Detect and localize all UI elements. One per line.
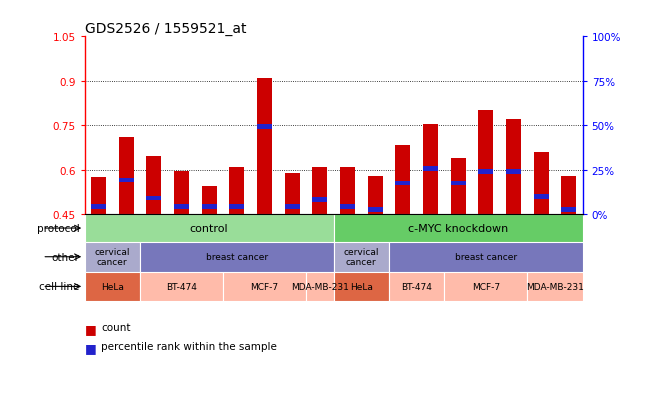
Text: cell line: cell line	[39, 282, 79, 292]
Bar	[85, 215, 333, 242]
Bar	[450, 159, 465, 215]
Bar	[333, 215, 583, 242]
Bar	[561, 176, 576, 215]
Text: count: count	[101, 322, 130, 332]
Text: ■: ■	[85, 341, 96, 354]
Bar	[333, 272, 389, 301]
Text: cervical
cancer: cervical cancer	[344, 247, 379, 267]
Bar	[229, 205, 244, 210]
Bar	[478, 169, 493, 174]
Bar	[312, 197, 327, 202]
Bar	[202, 205, 217, 210]
Bar	[340, 205, 355, 210]
Bar	[423, 166, 438, 171]
Bar	[118, 138, 133, 215]
Text: BT-474: BT-474	[401, 282, 432, 291]
Text: ■: ■	[85, 322, 96, 335]
Bar	[229, 167, 244, 215]
Bar	[306, 272, 333, 301]
Text: protocol: protocol	[37, 223, 79, 233]
Bar	[389, 272, 444, 301]
Bar	[85, 242, 140, 272]
Text: percentile rank within the sample: percentile rank within the sample	[101, 341, 277, 351]
Text: MDA-MB-231: MDA-MB-231	[291, 282, 349, 291]
Bar	[395, 181, 410, 186]
Bar	[202, 187, 217, 215]
Bar	[368, 176, 383, 215]
Bar	[506, 169, 521, 174]
Bar	[91, 178, 106, 215]
Text: GDS2526 / 1559521_at: GDS2526 / 1559521_at	[85, 22, 246, 36]
Bar	[534, 195, 549, 199]
Bar	[444, 272, 527, 301]
Text: MCF-7: MCF-7	[472, 282, 500, 291]
Text: cervical
cancer: cervical cancer	[94, 247, 130, 267]
Bar	[284, 173, 299, 215]
Bar	[223, 272, 306, 301]
Text: MCF-7: MCF-7	[251, 282, 279, 291]
Text: MDA-MB-231: MDA-MB-231	[526, 282, 584, 291]
Bar	[174, 205, 189, 210]
Bar	[140, 242, 333, 272]
Text: breast cancer: breast cancer	[455, 253, 517, 261]
Bar	[527, 272, 583, 301]
Bar	[146, 196, 161, 201]
Bar	[333, 242, 389, 272]
Text: control: control	[190, 223, 229, 233]
Bar	[284, 205, 299, 210]
Bar	[140, 272, 223, 301]
Bar	[478, 111, 493, 215]
Bar	[450, 181, 465, 186]
Bar	[312, 167, 327, 215]
Bar	[368, 208, 383, 213]
Bar	[506, 120, 521, 215]
Bar	[257, 78, 272, 215]
Bar	[389, 242, 583, 272]
Bar	[174, 172, 189, 215]
Bar	[91, 205, 106, 210]
Bar	[257, 125, 272, 130]
Text: c-MYC knockdown: c-MYC knockdown	[408, 223, 508, 233]
Bar	[534, 152, 549, 215]
Text: HeLa: HeLa	[350, 282, 373, 291]
Bar	[423, 124, 438, 215]
Text: other: other	[52, 252, 79, 262]
Bar	[340, 167, 355, 215]
Bar	[561, 208, 576, 213]
Bar	[118, 178, 133, 183]
Bar	[395, 145, 410, 215]
Bar	[146, 157, 161, 215]
Bar	[85, 272, 140, 301]
Text: BT-474: BT-474	[166, 282, 197, 291]
Text: HeLa: HeLa	[101, 282, 124, 291]
Text: breast cancer: breast cancer	[206, 253, 268, 261]
